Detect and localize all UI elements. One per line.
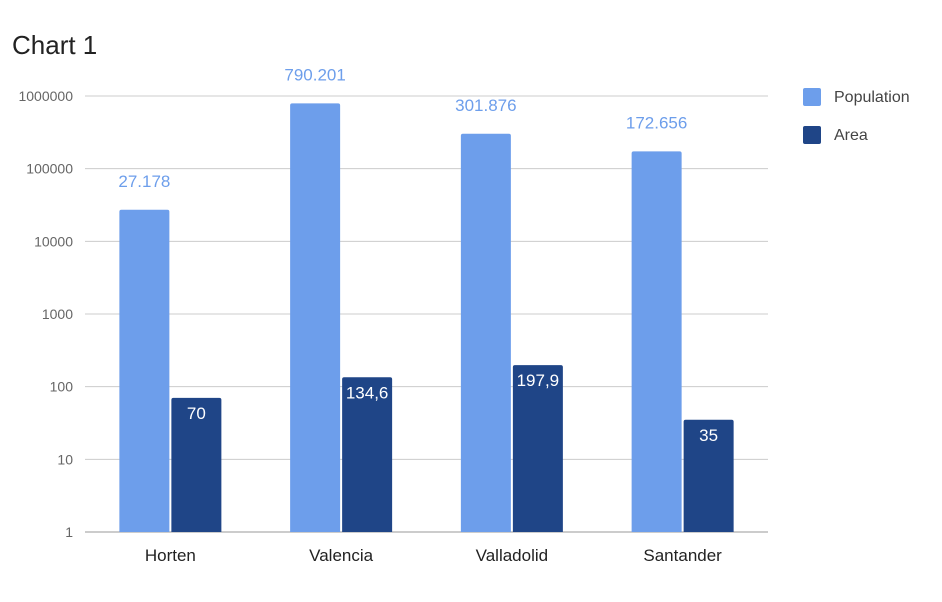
- x-tick-label: Valladolid: [476, 546, 548, 565]
- y-tick-label: 10: [57, 451, 73, 467]
- y-tick-label: 1: [65, 524, 73, 540]
- data-label: 790.201: [284, 65, 345, 84]
- bar-area-santander: [683, 419, 734, 532]
- x-tick-label: Santander: [643, 546, 722, 565]
- legend-swatch-area: [803, 126, 821, 144]
- bar-area-horten: [171, 397, 222, 532]
- data-label: 197,9: [517, 371, 560, 390]
- bar-area-valencia: [342, 377, 393, 532]
- bar-population-horten: [119, 209, 170, 532]
- x-tick-label: Horten: [145, 546, 196, 565]
- legend: Population Area: [803, 88, 910, 144]
- y-tick-label: 1000000: [18, 88, 73, 104]
- bar-population-valencia: [290, 103, 341, 533]
- legend-swatch-population: [803, 88, 821, 106]
- legend-label-area: Area: [834, 127, 868, 144]
- data-label: 35: [699, 426, 718, 445]
- x-tick-label: Valencia: [309, 546, 373, 565]
- y-tick-label: 100000: [26, 161, 73, 177]
- bars: [119, 103, 734, 533]
- chart-title: Chart 1: [12, 30, 98, 60]
- data-label: 172.656: [626, 113, 687, 132]
- data-label: 70: [187, 404, 206, 423]
- legend-label-population: Population: [834, 89, 910, 106]
- data-label: 27.178: [118, 172, 170, 191]
- y-axis: 1 10 100 1000 10000 100000 1000000: [18, 88, 73, 540]
- data-label: 301.876: [455, 96, 516, 115]
- y-tick-label: 1000: [42, 306, 73, 322]
- bar-population-valladolid: [460, 133, 511, 532]
- bar-area-valladolid: [512, 365, 563, 532]
- x-axis: Horten Valencia Valladolid Santander: [145, 546, 722, 565]
- y-tick-label: 100: [50, 379, 74, 395]
- bar-population-santander: [631, 151, 682, 532]
- y-tick-label: 10000: [34, 233, 73, 249]
- data-labels: 27.178 70 790.201 134,6 301.876 197,9 172.656 3…: [118, 65, 718, 444]
- data-label: 134,6: [346, 383, 389, 402]
